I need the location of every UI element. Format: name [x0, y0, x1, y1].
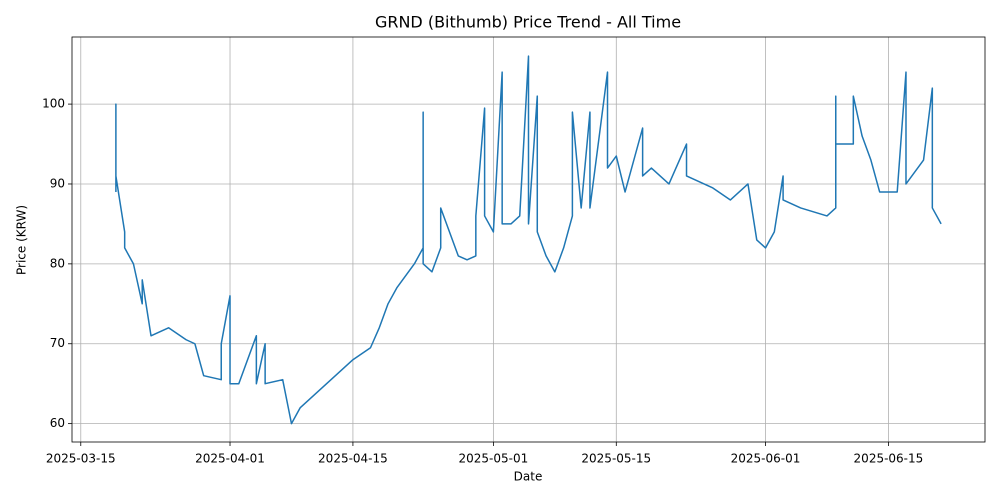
y-tick-label: 90 — [50, 176, 65, 190]
x-axis-label: Date — [514, 470, 543, 484]
y-tick-label: 80 — [50, 256, 65, 270]
x-tick-label: 2025-06-15 — [854, 452, 924, 466]
x-tick-label: 2025-04-15 — [318, 452, 388, 466]
plot-frame — [71, 36, 986, 443]
x-tick-label: 2025-06-01 — [731, 452, 801, 466]
x-tick-label: 2025-04-01 — [195, 452, 265, 466]
y-tick-label: 100 — [42, 97, 65, 111]
price-line — [115, 55, 942, 425]
x-tick-label: 2025-05-15 — [581, 452, 651, 466]
y-axis-label: Price (KRW) — [15, 205, 29, 275]
chart-title: GRND (Bithumb) Price Trend - All Time — [375, 13, 681, 32]
x-tick-label: 2025-03-15 — [46, 452, 116, 466]
y-tick-label: 60 — [50, 416, 65, 430]
x-tick-label: 2025-05-01 — [459, 452, 529, 466]
y-tick-label: 70 — [50, 336, 65, 350]
